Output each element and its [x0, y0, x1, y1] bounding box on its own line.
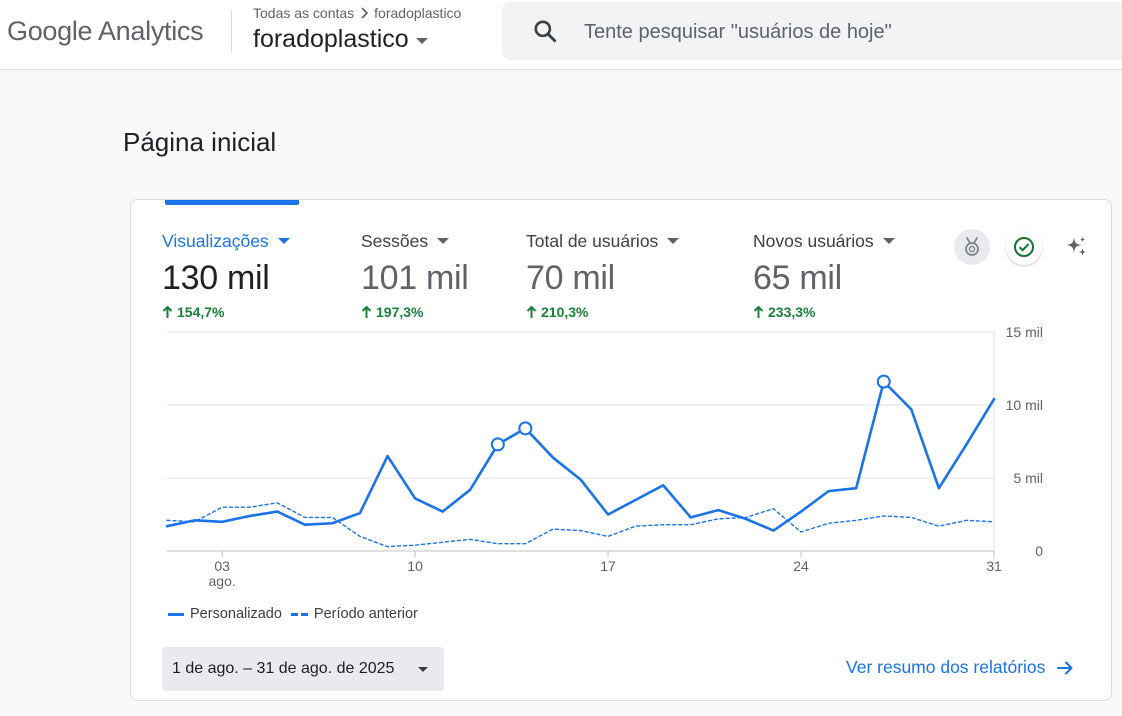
metric-label-text: Novos usuários	[753, 230, 874, 251]
breadcrumb-account[interactable]: foradoplastico	[374, 5, 462, 21]
highlight-point	[876, 374, 891, 389]
metric-value: 70 mil	[526, 259, 615, 297]
caret-down-icon	[437, 238, 450, 244]
metric-delta: 154,7%	[162, 304, 290, 320]
metric-tab-views[interactable]: Visualizações 130 mil 154,7%	[162, 230, 290, 320]
search-input[interactable]	[582, 16, 1086, 48]
caret-down-icon	[277, 238, 290, 244]
series-line-current	[165, 380, 996, 532]
y-tick-label: 15 mil	[1006, 324, 1043, 340]
metric-label-text: Total de usuários	[526, 230, 659, 251]
metric-label: Visualizações	[162, 230, 290, 252]
metric-delta-value: 210,3%	[541, 304, 589, 320]
arrow-up-icon	[162, 305, 173, 318]
metric-delta: 210,3%	[526, 304, 679, 320]
arrow-up-icon	[361, 305, 372, 318]
active-tab-indicator	[165, 200, 299, 205]
insights-badge-icon	[965, 237, 979, 256]
overview-card: Visualizações 130 mil 154,7% Sessões 101…	[130, 199, 1112, 701]
date-range-selector[interactable]: 1 de ago. – 31 de ago. de 2025	[162, 647, 444, 691]
page-title: Página inicial	[123, 127, 277, 157]
sparkle-icon	[1066, 236, 1087, 256]
property-name: foradoplastico	[253, 25, 409, 53]
metric-tab-sessions[interactable]: Sessões 101 mil 197,3%	[361, 230, 469, 321]
metric-label-text: Visualizações	[162, 230, 269, 251]
highlight-point	[518, 421, 533, 436]
metric-label: Novos usuários	[753, 230, 895, 252]
arrow-up-icon	[753, 305, 764, 318]
top-bar: Google Analytics Todas as contas foradop…	[0, 0, 1122, 70]
y-tick-label: 0	[1035, 543, 1043, 559]
search-icon	[534, 20, 557, 43]
view-reports-link[interactable]: Ver resumo dos relatórios	[846, 657, 1075, 678]
x-tick-label: 17	[600, 558, 616, 574]
x-tick-label: 24	[793, 558, 809, 574]
legend-swatch-dashed	[290, 612, 308, 616]
y-tick-label: 5 mil	[1013, 470, 1043, 486]
search-bar[interactable]	[502, 2, 1122, 60]
legend-label-previous: Período anterior	[313, 606, 418, 622]
metric-delta: 233,3%	[753, 304, 895, 320]
arrow-up-icon	[526, 305, 537, 318]
view-reports-label: Ver resumo dos relatórios	[846, 657, 1046, 677]
breadcrumb[interactable]: Todas as contas foradoplastico	[253, 5, 461, 21]
x-tick-sublabel: ago.	[209, 573, 236, 589]
ai-insights-button[interactable]	[1058, 229, 1094, 265]
highlight-point	[490, 437, 505, 452]
series-line-previous	[166, 502, 995, 548]
caret-down-icon	[418, 667, 428, 672]
legend-label-current: Personalizado	[190, 606, 282, 622]
legend-swatch-solid	[168, 612, 184, 616]
caret-down-icon	[882, 238, 895, 244]
metric-label-text: Sessões	[361, 230, 429, 251]
metric-delta-value: 154,7%	[177, 304, 225, 320]
metric-label: Total de usuários	[526, 230, 680, 252]
metric-delta-value: 197,3%	[376, 304, 424, 320]
metric-tab-new-users[interactable]: Novos usuários 65 mil 233,3%	[753, 230, 895, 320]
metric-delta: 197,3%	[361, 304, 469, 320]
metric-value: 101 mil	[361, 259, 469, 297]
metric-delta-value: 233,3%	[768, 304, 816, 320]
chart-legend: Personalizado Período anterior	[168, 606, 418, 622]
breadcrumb-root[interactable]: Todas as contas	[253, 5, 355, 21]
y-tick-label: 10 mil	[1006, 397, 1043, 413]
metric-label: Sessões	[361, 230, 469, 252]
check-circle-icon	[1014, 237, 1034, 257]
arrow-right-icon	[1057, 661, 1073, 674]
caret-down-icon	[415, 38, 428, 44]
metric-tab-total-users[interactable]: Total de usuários 70 mil 210,3%	[526, 230, 680, 320]
x-tick-label: 03	[214, 558, 230, 574]
brand-logo[interactable]: Google Analytics	[7, 16, 204, 46]
chevron-right-icon	[361, 7, 369, 19]
header-divider	[231, 10, 232, 52]
property-selector[interactable]: foradoplastico	[253, 25, 428, 54]
insights-badge-button[interactable]	[954, 229, 990, 265]
caret-down-icon	[667, 238, 680, 244]
x-tick-label: 31	[986, 558, 1002, 574]
metric-value: 65 mil	[753, 259, 842, 297]
status-check-button[interactable]	[1006, 229, 1042, 265]
date-range-label: 1 de ago. – 31 de ago. de 2025	[172, 660, 395, 677]
x-tick-label: 10	[407, 558, 423, 574]
metric-value: 130 mil	[162, 259, 270, 297]
